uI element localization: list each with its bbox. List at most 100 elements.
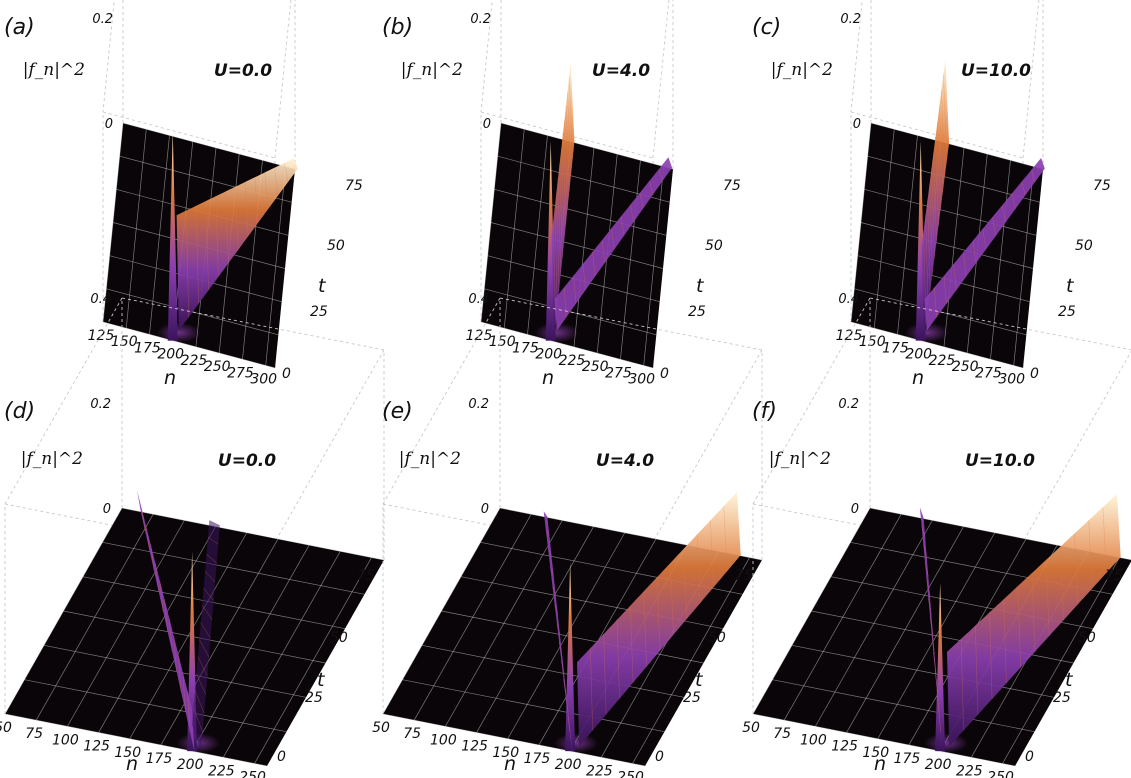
n-axis-label: n xyxy=(504,753,516,775)
n-tick-label: 50 xyxy=(0,720,12,736)
z-tick-label: 0 xyxy=(481,502,489,517)
t-tick-label: 75 xyxy=(1093,178,1111,194)
z-tick-label: 0.2 xyxy=(90,397,111,412)
peak-glow xyxy=(924,733,969,754)
panel-label: (c) xyxy=(752,15,781,40)
n-tick-label: 175 xyxy=(134,340,161,356)
surface-ridge xyxy=(551,62,575,341)
t-tick-label: 75 xyxy=(1105,568,1123,584)
n-tick-label: 100 xyxy=(800,732,827,748)
t-tick-label: 0 xyxy=(282,366,291,382)
surface-ridge xyxy=(921,58,950,341)
t-tick-label: 50 xyxy=(1075,238,1093,254)
t-tick-label: 75 xyxy=(357,568,375,584)
n-tick-label: 125 xyxy=(461,739,488,755)
n-tick-label: 200 xyxy=(905,347,932,363)
t-tick-label: 50 xyxy=(327,238,345,254)
z-tick-label: 0 xyxy=(103,502,111,517)
t-tick-label: 25 xyxy=(1053,690,1071,706)
n-tick-label: 125 xyxy=(831,739,858,755)
n-tick-label: 300 xyxy=(628,372,655,388)
t-tick-label: 50 xyxy=(705,238,723,254)
z-tick-label: 0.4 xyxy=(468,292,489,307)
n-tick-label: 200 xyxy=(555,757,582,773)
surface-ridge xyxy=(137,490,195,752)
z-tick-label: 0.4 xyxy=(838,292,859,307)
t-axis-label: t xyxy=(1066,275,1075,297)
panel-e: 00.20.4|f_n|^250 75 100 125 150 175 200 225 250n… xyxy=(372,292,763,778)
t-axis-label: t xyxy=(695,669,704,691)
n-tick-label: 75 xyxy=(773,726,791,742)
n-tick-label: 100 xyxy=(52,732,79,748)
t-tick-label: 25 xyxy=(310,304,328,320)
n-tick-label: 250 xyxy=(239,770,266,778)
n-tick-label: 125 xyxy=(836,328,863,344)
n-tick-label: 50 xyxy=(742,720,760,736)
z-axis-label: |f_n|^2 xyxy=(769,449,831,469)
n-tick-label: 200 xyxy=(535,347,562,363)
peak-glow xyxy=(176,733,221,754)
n-tick-label: 125 xyxy=(466,328,493,344)
t-tick-label: 0 xyxy=(1025,749,1034,765)
z-tick-label: 0 xyxy=(105,117,113,132)
n-tick-label: 300 xyxy=(250,372,277,388)
peak-glow xyxy=(534,322,579,343)
n-axis-label: n xyxy=(126,753,138,775)
z-axis-label: |f_n|^2 xyxy=(21,449,83,469)
z-tick-label: 0 xyxy=(483,117,491,132)
t-tick-label: 50 xyxy=(330,630,348,646)
n-tick-label: 150 xyxy=(111,334,138,350)
interaction-label: U=10.0 xyxy=(961,61,1031,81)
panel-label: (b) xyxy=(382,15,413,40)
initial-peak xyxy=(935,583,946,752)
t-tick-label: 25 xyxy=(683,690,701,706)
panel-label: (e) xyxy=(382,399,413,424)
z-tick-label: 0.2 xyxy=(470,12,491,27)
n-tick-label: 200 xyxy=(925,757,952,773)
n-tick-label: 250 xyxy=(952,359,979,375)
n-tick-label: 150 xyxy=(859,334,886,350)
n-tick-label: 275 xyxy=(227,365,254,381)
surface-ridge xyxy=(554,157,673,331)
peak-glow xyxy=(904,322,949,343)
n-tick-label: 75 xyxy=(403,726,421,742)
panel-d: 00.20.4|f_n|^25075100125150175200225250n… xyxy=(0,292,385,778)
z-tick-label: 0.2 xyxy=(838,397,859,412)
n-axis-label: n xyxy=(912,367,924,389)
peak-glow xyxy=(156,322,201,343)
t-tick-label: 0 xyxy=(277,749,286,765)
initial-peak xyxy=(167,130,178,341)
n-tick-label: 150 xyxy=(114,745,141,761)
z-tick-label: 0 xyxy=(853,117,861,132)
panel-label: (f) xyxy=(752,399,777,424)
z-axis-label: |f_n|^2 xyxy=(401,60,463,80)
t-tick-label: 0 xyxy=(655,749,664,765)
n-tick-label: 300 xyxy=(998,372,1025,388)
n-tick-label: 250 xyxy=(582,359,609,375)
n-tick-label: 175 xyxy=(524,751,551,767)
n-tick-label: 225 xyxy=(181,353,208,369)
z-axis-label: |f_n|^2 xyxy=(23,60,85,80)
t-axis-label: t xyxy=(696,275,705,297)
n-axis-label: n xyxy=(164,367,176,389)
n-tick-label: 150 xyxy=(492,745,519,761)
surface-ridge xyxy=(577,492,741,747)
n-tick-label: 150 xyxy=(489,334,516,350)
n-tick-label: 225 xyxy=(586,763,613,778)
z-axis-label: |f_n|^2 xyxy=(399,449,461,469)
n-tick-label: 275 xyxy=(975,365,1002,381)
t-tick-label: 0 xyxy=(1030,366,1039,382)
interaction-label: U=0.0 xyxy=(214,61,272,81)
t-axis-label: t xyxy=(318,275,327,297)
n-tick-label: 225 xyxy=(929,353,956,369)
z-tick-label: 0.2 xyxy=(840,12,861,27)
n-axis-label: n xyxy=(874,753,886,775)
surface-ridge xyxy=(924,158,1045,331)
n-tick-label: 250 xyxy=(987,770,1014,778)
n-tick-label: 50 xyxy=(372,720,390,736)
panel-label: (d) xyxy=(4,399,35,424)
initial-peak xyxy=(565,562,576,752)
t-tick-label: 25 xyxy=(305,690,323,706)
